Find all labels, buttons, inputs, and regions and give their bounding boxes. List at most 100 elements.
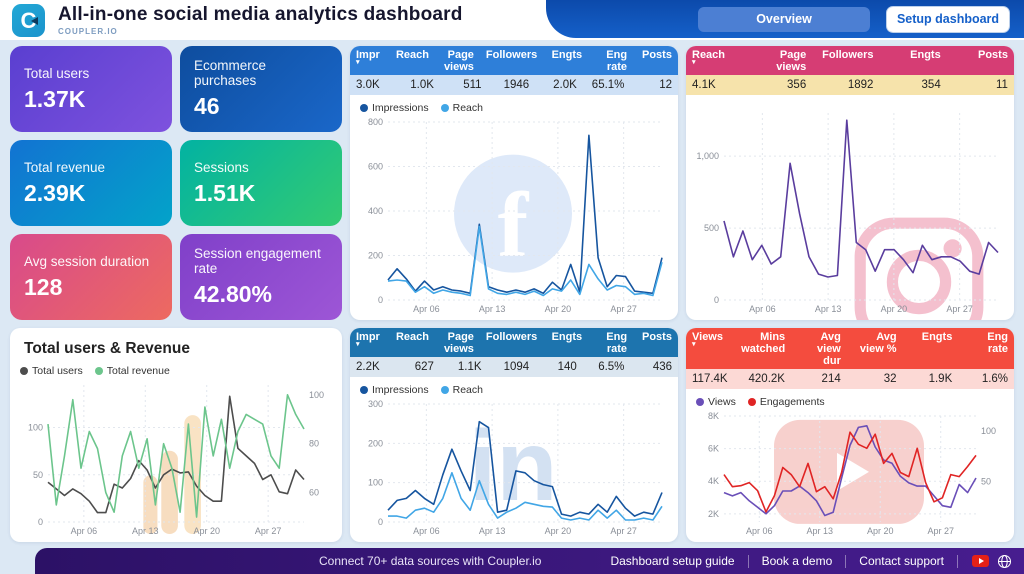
metric-value: 1.0K [410, 79, 434, 92]
column-label: Reach [395, 49, 429, 61]
instagram-column-header-reach[interactable]: Reach ▾ [686, 46, 745, 75]
footer-link-book-a-demo[interactable]: Book a demo [761, 554, 833, 568]
legend-item: Reach [440, 102, 483, 115]
instagram-legend-spacer [686, 95, 1014, 105]
facebook-column-header-reach[interactable]: Reach [390, 46, 435, 75]
youtube-series-views [723, 425, 977, 517]
linkedin-line-chart: 0 100 200 300 Apr 06 Apr 13 Apr 20 Apr 27 [368, 399, 663, 536]
legend-item: Engagements [747, 396, 825, 408]
column-label: Page views [443, 331, 474, 356]
column-label: Impr [356, 331, 380, 343]
setup-dashboard-button[interactable]: Setup dashboard [886, 5, 1010, 33]
youtube-column-header-avg-view-dur[interactable]: Avg view dur [791, 328, 847, 369]
svg-text:100: 100 [368, 478, 383, 488]
kpi-value: 128 [24, 273, 63, 300]
svg-text:100: 100 [28, 423, 43, 433]
legend-label: Reach [452, 384, 483, 397]
facebook-column-header-followers[interactable]: Followers [480, 46, 543, 75]
legend-label: Total revenue [106, 365, 170, 377]
svg-text:Apr 27: Apr 27 [610, 526, 637, 536]
linkedin-column-header-page-views[interactable]: Page views [435, 328, 480, 357]
metric-value: 1892 [847, 79, 874, 92]
metric-value: 2.0K [553, 79, 577, 92]
svg-text:300: 300 [368, 399, 383, 409]
youtube-icon[interactable] [972, 555, 989, 567]
svg-text:Apr 06: Apr 06 [746, 526, 773, 536]
linkedin-column-header-reach[interactable]: Reach [390, 328, 435, 357]
facebook-column-header-page-views[interactable]: Page views [435, 46, 480, 75]
kpi-value: 46 [194, 93, 220, 119]
svg-text:Apr 20: Apr 20 [193, 526, 220, 536]
instagram-table-values-row: 4.1K 356 1892 354 11 [686, 75, 1014, 96]
facebook-column-header-impr[interactable]: Impr ▾ [350, 46, 390, 75]
metric-value: 1946 [503, 79, 530, 92]
linkedin-column-header-followers[interactable]: Followers [480, 328, 543, 357]
svg-text:Apr 06: Apr 06 [749, 304, 776, 314]
svg-text:Apr 06: Apr 06 [413, 526, 440, 536]
svg-text:400: 400 [368, 206, 383, 216]
kpi-label: Session engagement rate [194, 246, 321, 276]
svg-text:50: 50 [981, 477, 991, 487]
linkedin-series-impressions [387, 421, 663, 518]
facebook-column-header-posts[interactable]: Posts [633, 46, 678, 75]
column-label: Page views [443, 49, 474, 74]
svg-text:Apr 06: Apr 06 [71, 526, 98, 536]
linkedin-column-header-posts[interactable]: Posts [633, 328, 678, 357]
kpi-label: Avg session duration [24, 253, 150, 269]
sort-descending-icon: ▾ [356, 341, 360, 349]
users_revenue-series-total-users [47, 395, 305, 514]
users_revenue-line-chart: 0 50 100 Apr 06 Apr 13 Apr 20 Apr 27 60 80 100 [28, 385, 324, 536]
legend-label: Total users [32, 365, 83, 377]
column-label: Engts [921, 331, 953, 343]
svg-text:Apr 13: Apr 13 [132, 526, 159, 536]
legend-dot-icon [20, 367, 28, 375]
kpi-grid: Total users 1.37K Ecommerce purchases 46 Tot… [10, 46, 342, 320]
metric-value: 511 [463, 79, 482, 92]
facebook-logo-icon: f [454, 154, 572, 276]
instagram-column-header-page-views[interactable]: Page views [745, 46, 812, 75]
column-label: Views [692, 331, 723, 343]
legend-dot-icon [360, 386, 368, 395]
globe-icon[interactable] [997, 554, 1012, 569]
legend-item: Total users [20, 365, 83, 377]
footer-link-dashboard-setup-guide[interactable]: Dashboard setup guide [610, 554, 735, 568]
metric-value: 420.2K [748, 373, 785, 386]
linkedin-column-header-eng-rate[interactable]: Eng rate [588, 328, 633, 357]
svg-text:0: 0 [714, 295, 719, 305]
instagram-column-header-engts[interactable]: Engts [879, 46, 946, 75]
svg-text:Apr 20: Apr 20 [545, 304, 572, 314]
footer-divider [845, 554, 847, 568]
youtube-column-header-engts[interactable]: Engts [903, 328, 959, 369]
svg-text:600: 600 [368, 162, 383, 172]
youtube-column-header-avg-view-[interactable]: Avg view % [847, 328, 903, 369]
metric-value: 1094 [503, 361, 530, 374]
youtube-table-header-row: Views ▾ Mins watched Avg view dur Avg view %… [686, 328, 1014, 370]
sort-descending-icon: ▾ [692, 59, 696, 67]
instagram-column-header-followers[interactable]: Followers [812, 46, 879, 75]
legend-label: Reach [452, 102, 483, 115]
legend-dot-icon [360, 104, 368, 113]
youtube-column-header-eng-rate[interactable]: Eng rate [958, 328, 1014, 369]
metric-value: 6.5% [598, 361, 625, 374]
instagram-column-header-posts[interactable]: Posts [947, 46, 1014, 75]
youtube-column-header-views[interactable]: Views ▾ [686, 328, 735, 369]
facebook-column-header-engts[interactable]: Engts [543, 46, 588, 75]
metric-value: 140 [557, 361, 577, 374]
svg-text:Apr 13: Apr 13 [806, 526, 833, 536]
linkedin-column-header-impr[interactable]: Impr ▾ [350, 328, 390, 357]
svg-text:4K: 4K [708, 477, 719, 487]
column-label: Posts [642, 49, 672, 61]
svg-text:Apr 20: Apr 20 [881, 304, 908, 314]
users_revenue-series-total-revenue [47, 394, 305, 518]
column-label: Mins watched [741, 331, 786, 356]
legend-item: Impressions [360, 102, 429, 114]
linkedin-column-header-engts[interactable]: Engts [543, 328, 588, 357]
youtube-series-engagements [723, 431, 977, 513]
legend-item: Impressions [360, 384, 429, 396]
column-label: Engts [551, 331, 583, 343]
youtube-column-header-mins-watched[interactable]: Mins watched [735, 328, 791, 369]
footer-link-contact-support[interactable]: Contact support [859, 554, 944, 568]
overview-tab[interactable]: Overview [698, 6, 870, 32]
facebook-table-header-row: Impr ▾ Reach Page views Followers Engts Eng ra… [350, 46, 678, 76]
facebook-column-header-eng-rate[interactable]: Eng rate [588, 46, 633, 75]
